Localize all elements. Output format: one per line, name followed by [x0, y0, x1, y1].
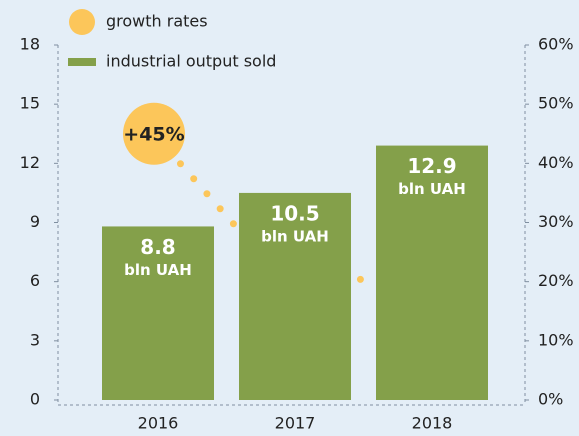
- y-tick-label: 3: [30, 330, 40, 349]
- y-tick-label: 18: [20, 35, 40, 54]
- y2-tick-label: 60%: [538, 35, 574, 54]
- y2-tick-label: 50%: [538, 94, 574, 113]
- bar: [102, 226, 214, 400]
- growth-bubble: [123, 102, 185, 165]
- growth-label: +45%: [123, 123, 184, 145]
- y-tick-label: 6: [30, 271, 40, 290]
- legend-label: growth rates: [106, 12, 208, 31]
- y-tick-label: 0: [30, 390, 40, 409]
- bar-value-label: 10.5: [270, 201, 319, 225]
- y2-tick-label: 30%: [538, 212, 574, 231]
- y-tick-label: 12: [20, 153, 40, 172]
- bar: [376, 145, 488, 400]
- y-tick-label: 9: [30, 212, 40, 231]
- y2-tick-label: 20%: [538, 271, 574, 290]
- y2-tick-label: 0%: [538, 390, 563, 409]
- y2-tick-label: 40%: [538, 153, 574, 172]
- bar-unit-label: bln UAH: [124, 261, 192, 279]
- y-tick-label: 15: [20, 94, 40, 113]
- x-tick-label: 2017: [275, 414, 316, 433]
- legend-swatch: [68, 58, 96, 66]
- y2-tick-label: 10%: [538, 330, 574, 349]
- bar: [239, 192, 351, 400]
- bar-value-label: 12.9: [407, 154, 456, 178]
- legend-label: industrial output sold: [106, 52, 276, 71]
- bar-value-label: 8.8: [140, 235, 175, 259]
- x-tick-label: 2016: [138, 414, 179, 433]
- bar-unit-label: bln UAH: [261, 227, 329, 245]
- legend-swatch: [69, 9, 95, 35]
- x-tick-label: 2018: [412, 414, 453, 433]
- bar-unit-label: bln UAH: [398, 180, 466, 198]
